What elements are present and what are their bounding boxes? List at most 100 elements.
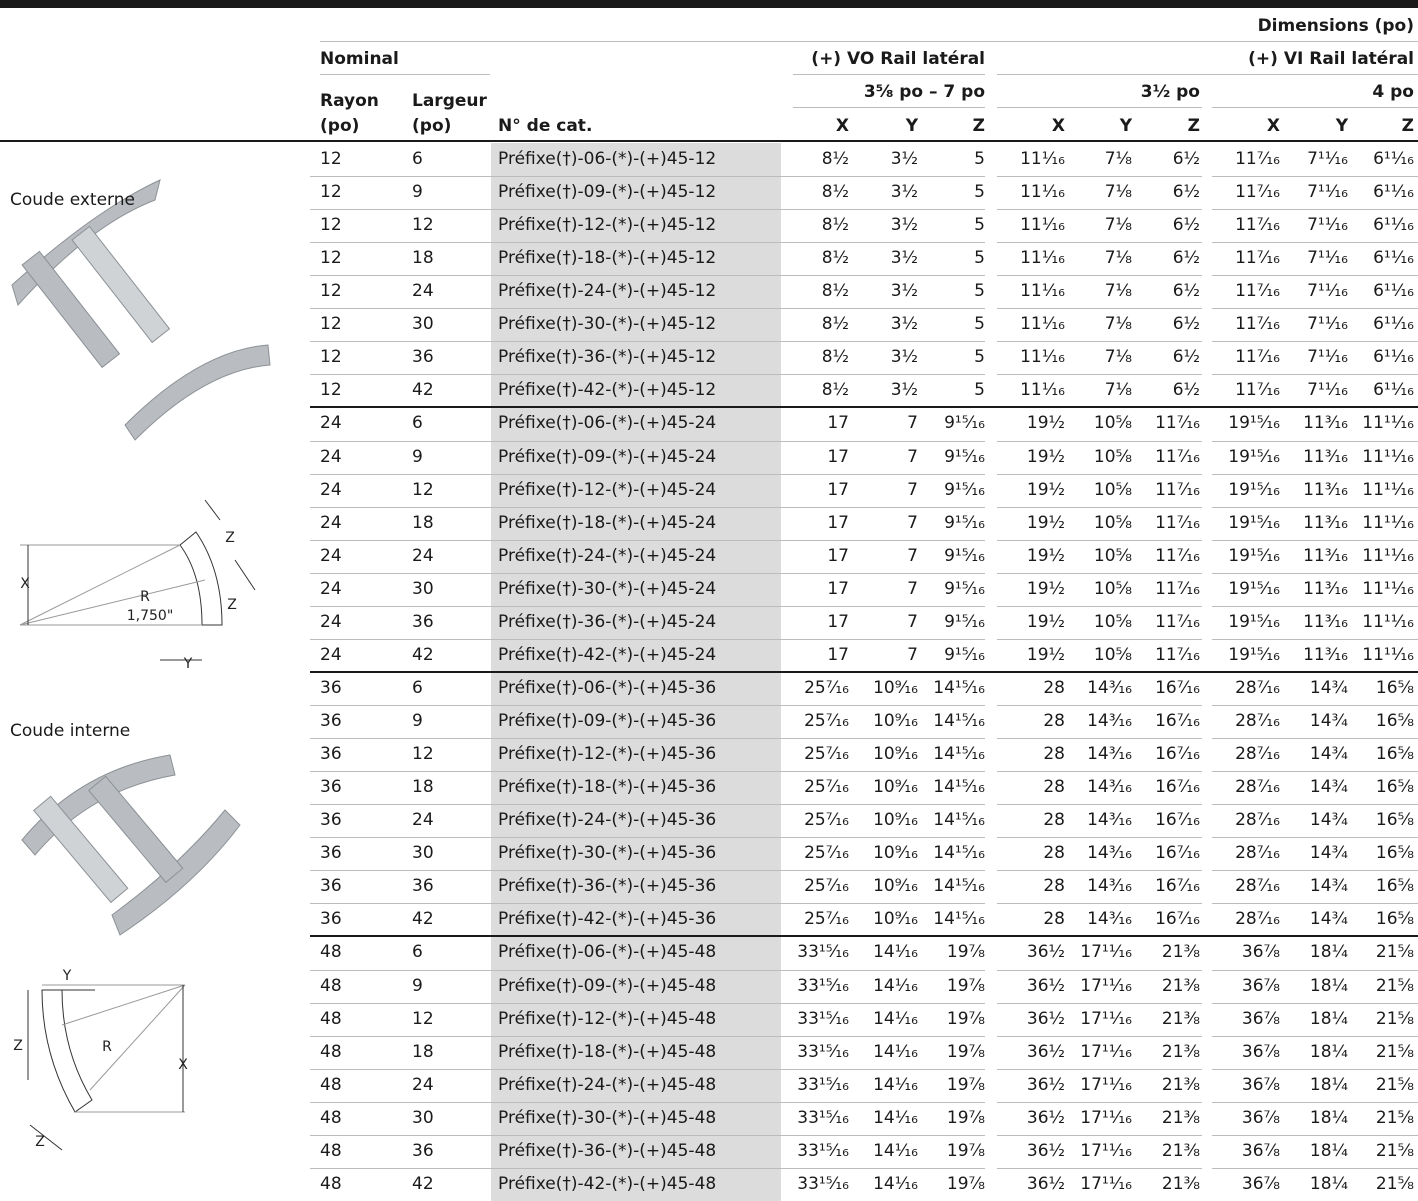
cell-dim: 19½ bbox=[1026, 611, 1065, 632]
cell-rayon: 12 bbox=[320, 182, 342, 203]
cell-dim: 11¹⁄₁₆ bbox=[1020, 314, 1065, 335]
cell-dim: 5 bbox=[974, 149, 985, 169]
cell-dim: 11³⁄₁₆ bbox=[1303, 413, 1348, 434]
cell-dim: 11³⁄₁₆ bbox=[1303, 512, 1348, 533]
cell-dim: 21⅜ bbox=[1161, 975, 1200, 996]
cell-dim: 17 bbox=[827, 644, 849, 665]
cell-rayon: 48 bbox=[320, 942, 342, 963]
cell-dim: 14¹⁄₁₆ bbox=[873, 1173, 918, 1194]
cell-dim: 11⁷⁄₁₆ bbox=[1235, 149, 1280, 169]
cell-catalog: Préfixe(†)-09-(*)-(+)45-36 bbox=[498, 711, 717, 732]
cell-dim: 25⁷⁄₁₆ bbox=[804, 876, 849, 897]
cell-dim: 33¹⁵⁄₁₆ bbox=[797, 1008, 849, 1029]
cell-dim: 6¹¹⁄₁₆ bbox=[1373, 281, 1414, 302]
cell-dim: 28 bbox=[1043, 876, 1065, 897]
cell-catalog: Préfixe(†)-36-(*)-(+)45-48 bbox=[498, 1140, 717, 1161]
cell-dim: 17 bbox=[827, 578, 849, 599]
rule bbox=[1212, 242, 1418, 244]
cell-largeur: 42 bbox=[412, 380, 434, 401]
cell-dim: 11¹⁄₁₆ bbox=[1020, 182, 1065, 203]
diagram-label: Z bbox=[225, 530, 235, 546]
diagram-labels: X R 1,750" Z Z Y Y Z R X Z bbox=[13, 530, 237, 1150]
cell-dim: 17 bbox=[827, 446, 849, 467]
header-title: Dimensions (po) bbox=[1257, 16, 1414, 36]
cell-dim: 25⁷⁄₁₆ bbox=[804, 843, 849, 864]
cell-dim: 10⁹⁄₁₆ bbox=[873, 711, 918, 732]
cell-dim: 11⁷⁄₁₆ bbox=[1155, 479, 1200, 500]
cell-dim: 11⁷⁄₁₆ bbox=[1235, 182, 1280, 203]
cell-dim: 14³⁄₁₆ bbox=[1087, 711, 1132, 732]
cell-catalog: Préfixe(†)-18-(*)-(+)45-36 bbox=[498, 777, 717, 798]
rule bbox=[997, 572, 1202, 574]
cell-catalog: Préfixe(†)-09-(*)-(+)45-12 bbox=[498, 182, 717, 203]
col-header: X bbox=[835, 116, 849, 136]
rule bbox=[320, 41, 1418, 42]
cell-rayon: 12 bbox=[320, 347, 342, 368]
cell-catalog: Préfixe(†)-18-(*)-(+)45-24 bbox=[498, 512, 717, 533]
cell-dim: 8½ bbox=[821, 380, 849, 401]
cell-dim: 5 bbox=[974, 281, 985, 302]
diagram-label: Z bbox=[227, 597, 237, 613]
cell-dim: 17¹¹⁄₁₆ bbox=[1080, 1074, 1132, 1095]
cell-dim: 16⅝ bbox=[1375, 810, 1414, 831]
rule bbox=[997, 107, 1202, 108]
cell-dim: 6¹¹⁄₁₆ bbox=[1373, 314, 1414, 335]
cell-dim: 16⅝ bbox=[1375, 777, 1414, 798]
cell-dim: 6½ bbox=[1172, 182, 1200, 203]
cell-dim: 14¹⁵⁄₁₆ bbox=[933, 843, 985, 864]
cell-catalog: Préfixe(†)-24-(*)-(+)45-36 bbox=[498, 810, 717, 831]
cell-dim: 6½ bbox=[1172, 149, 1200, 169]
cell-dim: 36½ bbox=[1026, 1173, 1065, 1194]
rule bbox=[1212, 1134, 1418, 1136]
cell-dim: 7 bbox=[907, 479, 918, 500]
cell-dim: 19¹⁵⁄₁₆ bbox=[1228, 446, 1280, 467]
cell-dim: 14¾ bbox=[1309, 876, 1348, 897]
cell-dim: 28 bbox=[1043, 909, 1065, 930]
rule bbox=[1212, 969, 1418, 971]
cell-catalog: Préfixe(†)-06-(*)-(+)45-24 bbox=[498, 413, 717, 434]
rule bbox=[997, 341, 1202, 343]
cell-rayon: 12 bbox=[320, 281, 342, 302]
cell-dim: 17 bbox=[827, 545, 849, 566]
cell-dim: 19⅞ bbox=[946, 1074, 985, 1095]
rule bbox=[310, 506, 985, 508]
illustrations: X R 1,750" Z Z Y Y Z R X Z bbox=[11, 179, 271, 1151]
cell-rayon: 36 bbox=[320, 777, 342, 798]
rule bbox=[310, 473, 985, 475]
cell-rayon: 48 bbox=[320, 1074, 342, 1095]
cell-dim: 21⅝ bbox=[1375, 942, 1414, 963]
col-header: Y bbox=[905, 116, 918, 136]
cell-dim: 17 bbox=[827, 479, 849, 500]
cell-dim: 36½ bbox=[1026, 942, 1065, 963]
cell-dim: 18¼ bbox=[1309, 1107, 1348, 1128]
cell-dim: 36½ bbox=[1026, 1140, 1065, 1161]
rule bbox=[997, 969, 1202, 971]
cell-rayon: 36 bbox=[320, 843, 342, 864]
cell-dim: 19½ bbox=[1026, 512, 1065, 533]
cell-dim: 21⅝ bbox=[1375, 975, 1414, 996]
cell-catalog: Préfixe(†)-24-(*)-(+)45-24 bbox=[498, 545, 717, 566]
cell-dim: 17¹¹⁄₁₆ bbox=[1080, 1008, 1132, 1029]
diagram-outer bbox=[19, 499, 256, 661]
cell-dim: 14³⁄₁₆ bbox=[1087, 909, 1132, 930]
header-rule bbox=[0, 140, 1418, 142]
cell-dim: 18¼ bbox=[1309, 1140, 1348, 1161]
cell-dim: 14¾ bbox=[1309, 810, 1348, 831]
cell-dim: 8½ bbox=[821, 248, 849, 269]
rule bbox=[1212, 308, 1418, 310]
cell-dim: 21⅜ bbox=[1161, 1074, 1200, 1095]
rule bbox=[310, 539, 985, 541]
rule bbox=[997, 870, 1202, 872]
cell-largeur: 18 bbox=[412, 1041, 434, 1062]
rule bbox=[997, 903, 1202, 905]
rule bbox=[310, 176, 985, 178]
photo-outer bbox=[11, 179, 271, 441]
cell-rayon: 36 bbox=[320, 876, 342, 897]
cell-dim: 14¹⁵⁄₁₆ bbox=[933, 677, 985, 698]
cell-dim: 19½ bbox=[1026, 413, 1065, 434]
cell-dim: 19¹⁵⁄₁₆ bbox=[1228, 545, 1280, 566]
col-header: X bbox=[1266, 116, 1280, 136]
cell-dim: 19⅞ bbox=[946, 1041, 985, 1062]
cell-dim: 36⅞ bbox=[1241, 942, 1280, 963]
rule bbox=[1212, 506, 1418, 508]
